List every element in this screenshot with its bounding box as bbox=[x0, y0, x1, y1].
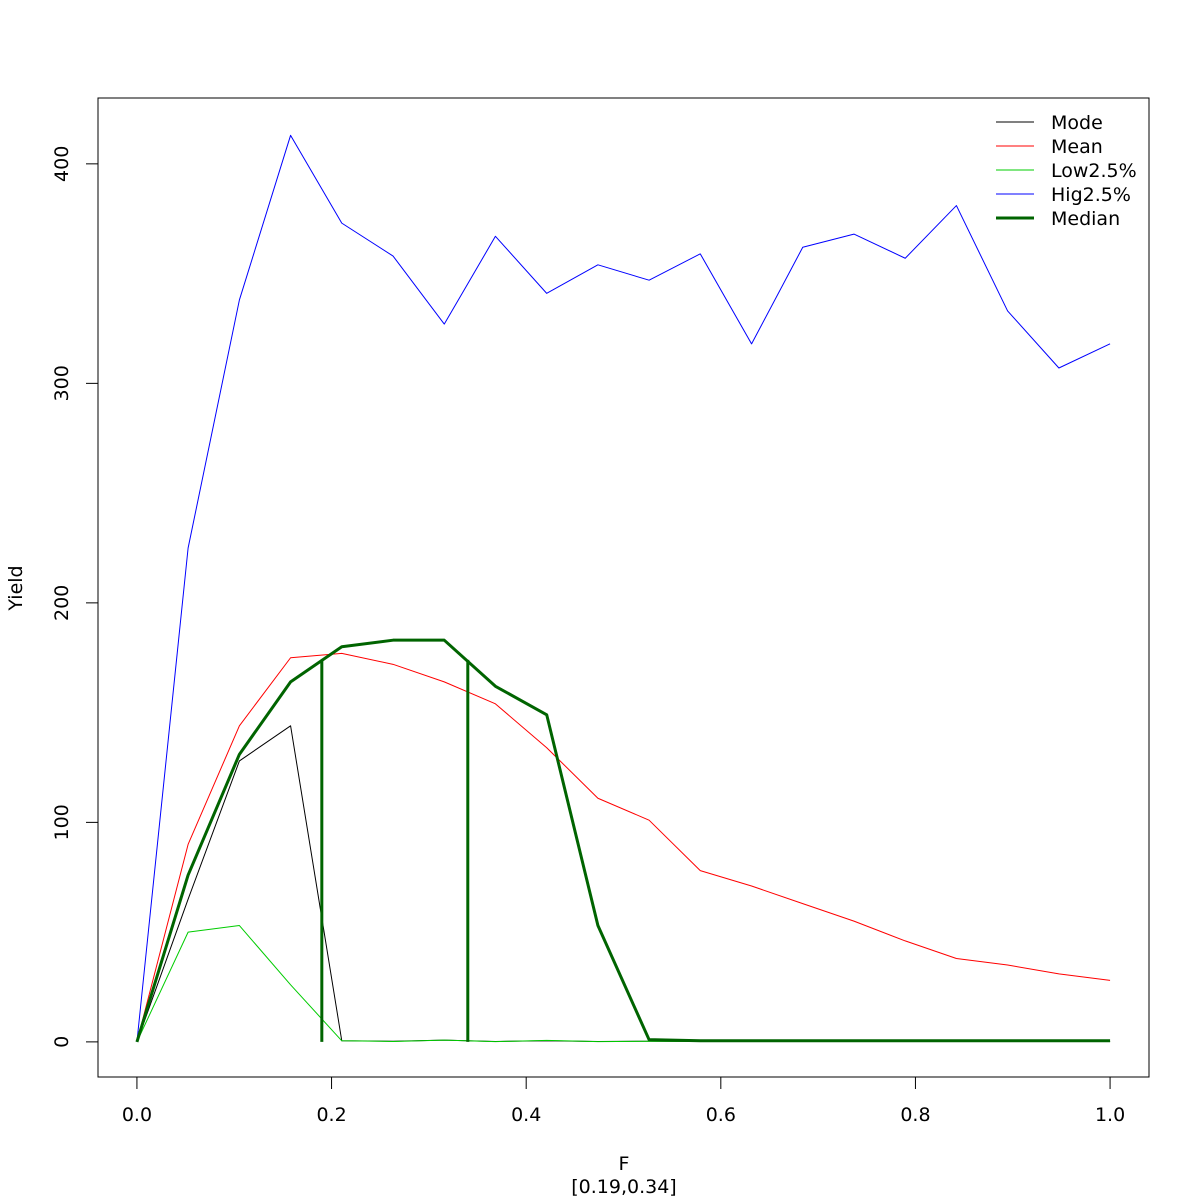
x-tick-label: 0.0 bbox=[122, 1104, 152, 1126]
x-tick-label: 0.8 bbox=[900, 1104, 930, 1126]
y-tick-label: 0 bbox=[51, 1036, 73, 1048]
y-axis-title: Yield bbox=[5, 565, 27, 611]
x-axis-title: F bbox=[619, 1153, 630, 1175]
y-tick-label: 300 bbox=[51, 365, 73, 401]
x-tick-label: 0.6 bbox=[706, 1104, 736, 1126]
series-layer bbox=[135, 134, 1111, 1043]
x-tick-label: 0.2 bbox=[316, 1104, 346, 1126]
legend-label: Mean bbox=[1051, 136, 1103, 158]
series-line-mean bbox=[136, 652, 1111, 1043]
series-line-mode bbox=[136, 725, 1111, 1043]
y-axis: 0 100 200 300 400 bbox=[51, 146, 99, 1048]
series-line-median bbox=[135, 638, 1111, 1043]
legend-label: Median bbox=[1051, 208, 1120, 230]
legend-label: Hig2.5% bbox=[1051, 184, 1131, 206]
legend-label: Mode bbox=[1051, 112, 1103, 134]
reference-lines bbox=[320, 659, 470, 1042]
plot-frame bbox=[97, 97, 1150, 1078]
series-line-hig2-5 bbox=[136, 134, 1111, 1042]
y-tick-label: 200 bbox=[51, 585, 73, 621]
x-axis: 0.0 0.2 0.4 0.6 0.8 1.0 bbox=[122, 1076, 1125, 1126]
y-tick-label: 100 bbox=[51, 804, 73, 840]
x-axis-subtitle: [0.19,0.34] bbox=[571, 1176, 676, 1198]
x-tick-label: 1.0 bbox=[1095, 1104, 1125, 1126]
legend-label: Low2.5% bbox=[1051, 160, 1137, 182]
x-tick-label: 0.4 bbox=[511, 1104, 541, 1126]
y-tick-label: 400 bbox=[51, 146, 73, 182]
